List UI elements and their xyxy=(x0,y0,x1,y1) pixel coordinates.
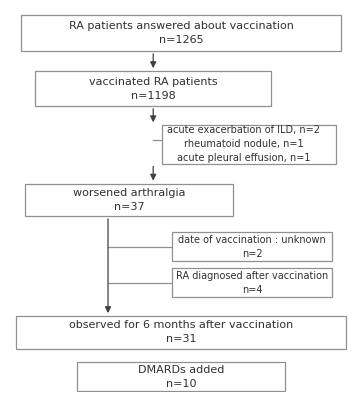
Text: date of vaccination : unknown
n=2: date of vaccination : unknown n=2 xyxy=(178,235,326,259)
FancyBboxPatch shape xyxy=(21,15,341,51)
Text: RA diagnosed after vaccination
n=4: RA diagnosed after vaccination n=4 xyxy=(176,270,328,294)
FancyBboxPatch shape xyxy=(35,71,272,106)
Text: RA patients answered about vaccination
n=1265: RA patients answered about vaccination n… xyxy=(68,21,294,45)
FancyBboxPatch shape xyxy=(16,316,346,349)
Text: vaccinated RA patients
n=1198: vaccinated RA patients n=1198 xyxy=(89,77,218,101)
FancyBboxPatch shape xyxy=(77,362,285,391)
FancyBboxPatch shape xyxy=(25,184,233,216)
Text: acute exacerbation of ILD, n=2
rheumatoid nodule, n=1
acute pleural effusion, n=: acute exacerbation of ILD, n=2 rheumatoi… xyxy=(167,125,320,163)
FancyBboxPatch shape xyxy=(172,232,332,261)
Text: DMARDs added
n=10: DMARDs added n=10 xyxy=(138,365,224,389)
Text: observed for 6 months after vaccination
n=31: observed for 6 months after vaccination … xyxy=(69,320,293,344)
FancyBboxPatch shape xyxy=(162,125,336,164)
Text: worsened arthralgia
n=37: worsened arthralgia n=37 xyxy=(73,188,185,212)
FancyBboxPatch shape xyxy=(172,268,332,297)
